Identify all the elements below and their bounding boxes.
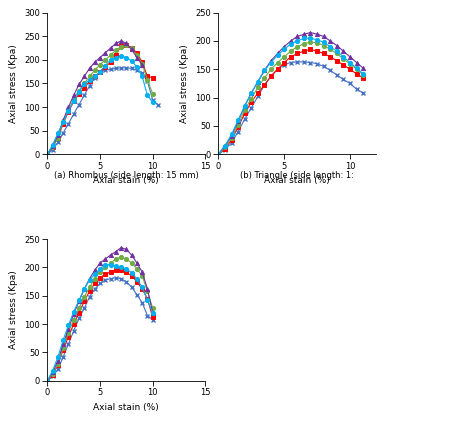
Legend: 0%, 0.20%, 0.40%, 0.60%, 0.80%: 0%, 0.20%, 0.40%, 0.60%, 0.80% bbox=[382, 14, 439, 76]
Y-axis label: Axial stress (Kpa): Axial stress (Kpa) bbox=[181, 44, 190, 123]
Y-axis label: Axial stress (Kpa): Axial stress (Kpa) bbox=[9, 44, 18, 123]
Legend: 0%, 0.20%, 0.40%, 0.60%, 0.80%: 0%, 0.20%, 0.40%, 0.60%, 0.80% bbox=[382, 241, 439, 302]
Text: (b) Triangle (side length: 1:: (b) Triangle (side length: 1: bbox=[240, 171, 354, 180]
X-axis label: Axial stain (%): Axial stain (%) bbox=[93, 403, 159, 412]
X-axis label: Axial stain (%): Axial stain (%) bbox=[264, 176, 330, 185]
X-axis label: Axial stain (%): Axial stain (%) bbox=[93, 176, 159, 185]
Y-axis label: Axial stress (Kpa): Axial stress (Kpa) bbox=[9, 271, 18, 349]
Text: (a) Rhombus (side length: 15 mm): (a) Rhombus (side length: 15 mm) bbox=[54, 171, 199, 180]
